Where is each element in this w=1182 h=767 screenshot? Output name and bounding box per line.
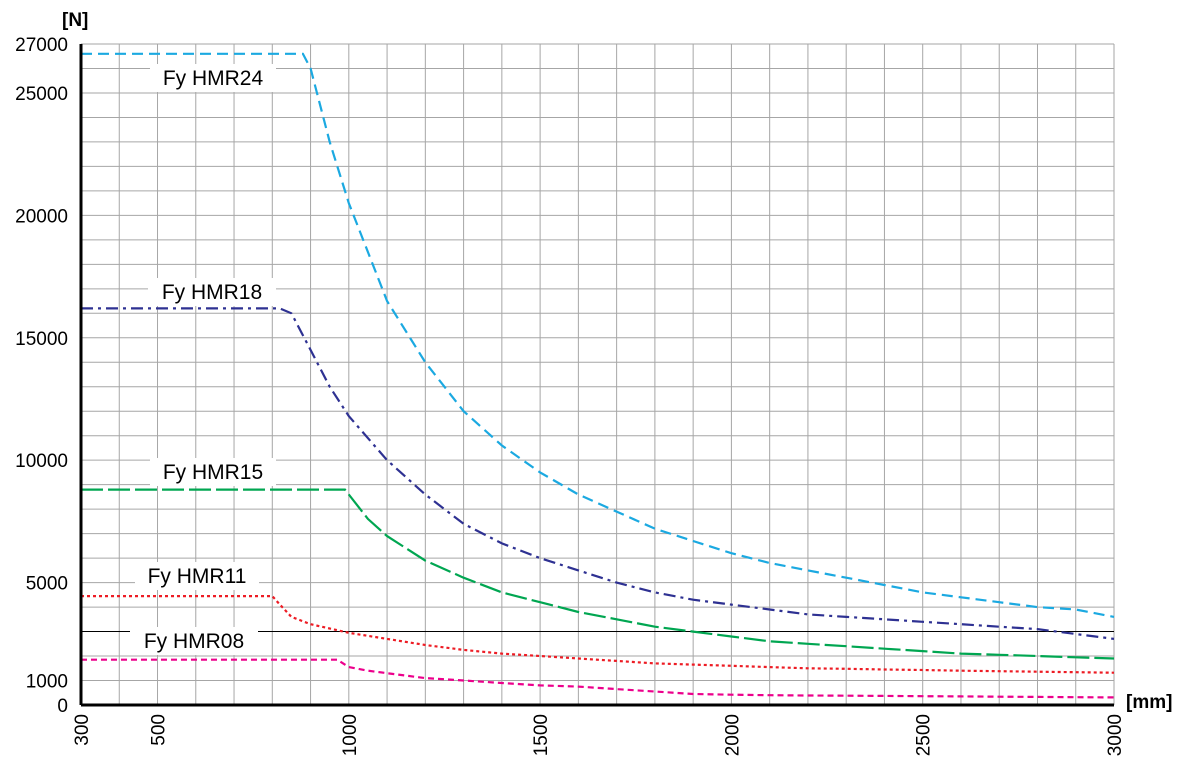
y-tick-label: 5000 bbox=[26, 574, 68, 595]
series-line-fy-hmr15 bbox=[81, 488, 1115, 660]
series-labels: Fy HMR24 Fy HMR18 Fy HMR15 Fy HMR11 Fy HMR08 bbox=[130, 64, 276, 655]
series-lines bbox=[81, 52, 1115, 699]
series-label-fy-hmr24: Fy HMR24 bbox=[163, 67, 264, 90]
y-tick-label: 27000 bbox=[15, 35, 68, 56]
series-label-fy-hmr18: Fy HMR18 bbox=[162, 281, 262, 304]
y-axis-unit-label: [N] bbox=[62, 10, 88, 31]
series-line-fy-hmr18 bbox=[81, 307, 1115, 640]
series-line-fy-hmr08 bbox=[81, 658, 1115, 699]
series-line-fy-hmr11 bbox=[81, 595, 1115, 674]
x-tick-label: 300 bbox=[72, 714, 93, 746]
series-label-fy-hmr11: Fy HMR11 bbox=[148, 565, 247, 588]
x-axis-unit-label: [mm] bbox=[1126, 692, 1172, 713]
series-label-fy-hmr08: Fy HMR08 bbox=[144, 630, 244, 653]
series-label-fy-hmr24-bg bbox=[150, 64, 276, 92]
series-label-fy-hmr08-bg bbox=[130, 627, 258, 655]
grid-lines bbox=[80, 43, 1115, 706]
y-tick-label: 10000 bbox=[15, 451, 68, 472]
x-tick-label: 1000 bbox=[340, 714, 361, 756]
axes bbox=[79, 44, 1114, 707]
series-label-fy-hmr18-bg bbox=[148, 278, 276, 306]
series-line-fy-hmr24 bbox=[81, 52, 1115, 618]
y-tick-label: 25000 bbox=[15, 84, 68, 105]
series-label-fy-hmr15-bg bbox=[150, 458, 276, 486]
x-tick-label: 2500 bbox=[914, 714, 935, 756]
y-tick-label: 20000 bbox=[15, 206, 68, 227]
x-tick-label: 500 bbox=[149, 714, 170, 746]
x-tick-label: 3000 bbox=[1105, 714, 1126, 756]
x-tick-labels: 300 500 1000 1500 2000 2500 3000 bbox=[72, 714, 1126, 756]
x-tick-label: 1500 bbox=[531, 714, 552, 756]
y-tick-labels: 0 1000 5000 10000 15000 20000 25000 27000 bbox=[15, 35, 68, 717]
y-tick-label: 0 bbox=[57, 696, 68, 717]
y-tick-label: 1000 bbox=[26, 672, 68, 693]
x-tick-label: 2000 bbox=[722, 714, 743, 756]
series-label-fy-hmr11-bg bbox=[135, 562, 259, 590]
y-tick-label: 15000 bbox=[15, 329, 68, 350]
series-label-fy-hmr15: Fy HMR15 bbox=[163, 461, 263, 484]
